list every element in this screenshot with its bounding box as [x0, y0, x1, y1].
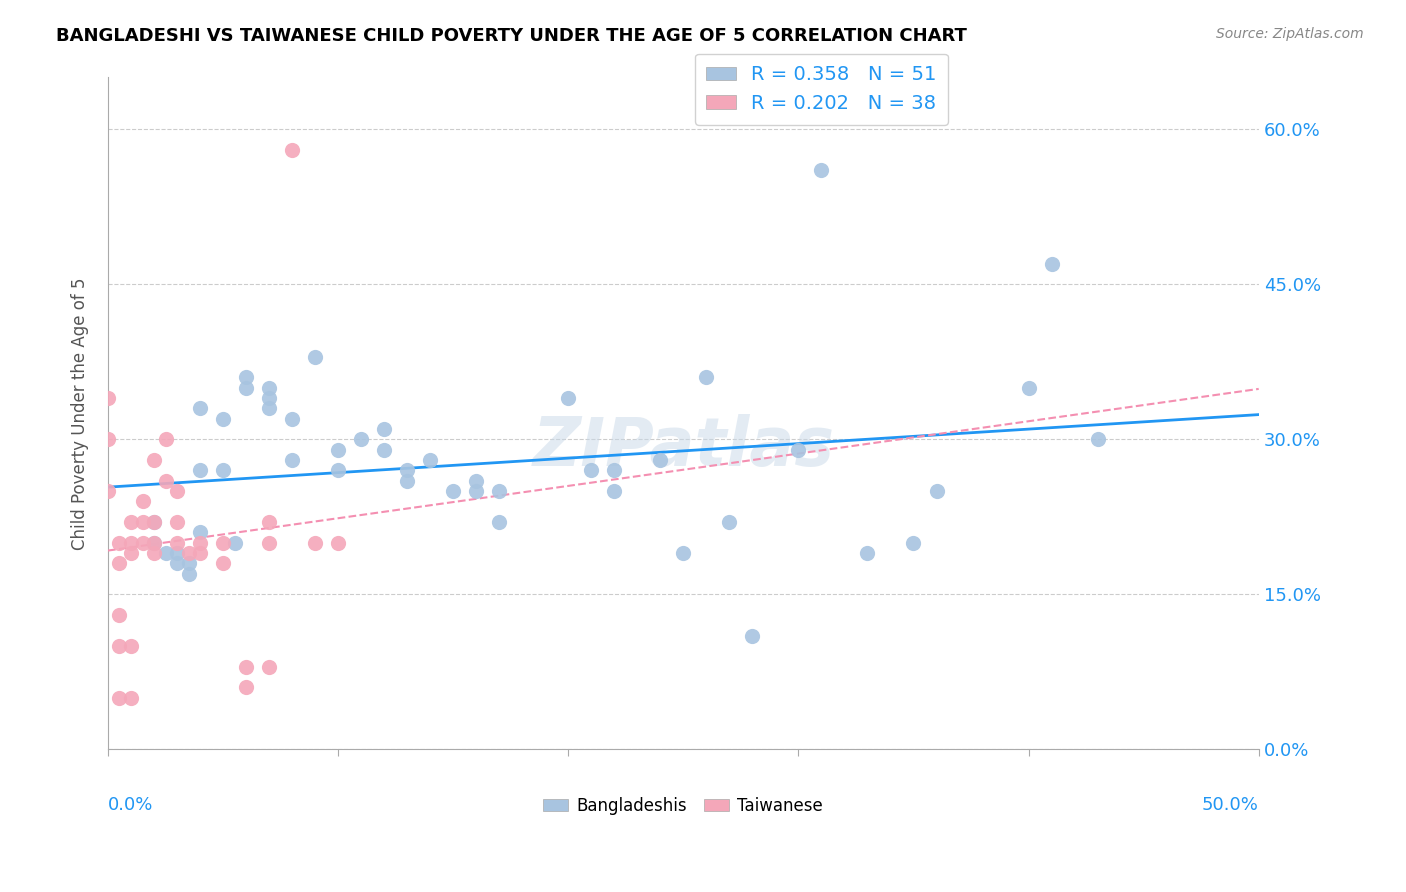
Point — [257, 401, 280, 416]
Point — [177, 546, 200, 560]
Y-axis label: Child Poverty Under the Age of 5: Child Poverty Under the Age of 5 — [72, 277, 89, 549]
Point — [143, 515, 166, 529]
Point — [120, 690, 142, 705]
Point — [281, 143, 304, 157]
Point — [281, 453, 304, 467]
Point — [350, 432, 373, 446]
Point — [143, 453, 166, 467]
Point — [810, 163, 832, 178]
Point — [465, 483, 488, 498]
Point — [131, 494, 153, 508]
Point — [695, 370, 717, 384]
Point — [212, 535, 235, 549]
Point — [166, 483, 188, 498]
Point — [281, 411, 304, 425]
Point — [120, 515, 142, 529]
Text: Source: ZipAtlas.com: Source: ZipAtlas.com — [1216, 27, 1364, 41]
Point — [188, 525, 211, 540]
Point — [97, 391, 120, 405]
Point — [177, 557, 200, 571]
Point — [672, 546, 695, 560]
Point — [120, 546, 142, 560]
Point — [235, 380, 257, 394]
Point — [166, 515, 188, 529]
Point — [155, 432, 177, 446]
Point — [235, 370, 257, 384]
Point — [257, 535, 280, 549]
Point — [1040, 256, 1063, 270]
Point — [97, 483, 120, 498]
Point — [903, 535, 925, 549]
Point — [235, 681, 257, 695]
Point — [787, 442, 810, 457]
Point — [212, 411, 235, 425]
Point — [396, 463, 419, 477]
Point — [465, 474, 488, 488]
Point — [257, 391, 280, 405]
Point — [108, 535, 131, 549]
Point — [108, 557, 131, 571]
Point — [188, 546, 211, 560]
Point — [188, 463, 211, 477]
Point — [650, 453, 672, 467]
Text: 0.0%: 0.0% — [108, 797, 153, 814]
Point — [143, 546, 166, 560]
Point — [131, 535, 153, 549]
Point — [441, 483, 464, 498]
Point — [396, 474, 419, 488]
Point — [718, 515, 741, 529]
Point — [488, 515, 510, 529]
Point — [155, 546, 177, 560]
Point — [373, 442, 395, 457]
Legend: Bangladeshis, Taiwanese: Bangladeshis, Taiwanese — [537, 790, 830, 822]
Point — [155, 474, 177, 488]
Point — [257, 380, 280, 394]
Point — [326, 463, 349, 477]
Point — [488, 483, 510, 498]
Point — [143, 535, 166, 549]
Point — [188, 535, 211, 549]
Point — [166, 546, 188, 560]
Point — [108, 607, 131, 622]
Point — [143, 535, 166, 549]
Text: 50.0%: 50.0% — [1202, 797, 1258, 814]
Point — [120, 535, 142, 549]
Point — [212, 463, 235, 477]
Point — [741, 629, 763, 643]
Point — [166, 535, 188, 549]
Point — [603, 463, 626, 477]
Point — [856, 546, 879, 560]
Point — [326, 535, 349, 549]
Point — [224, 535, 246, 549]
Point — [188, 401, 211, 416]
Text: BANGLADESHI VS TAIWANESE CHILD POVERTY UNDER THE AGE OF 5 CORRELATION CHART: BANGLADESHI VS TAIWANESE CHILD POVERTY U… — [56, 27, 967, 45]
Point — [177, 566, 200, 581]
Point — [166, 557, 188, 571]
Point — [557, 391, 579, 405]
Text: ZIPatlas: ZIPatlas — [533, 414, 834, 480]
Point — [131, 515, 153, 529]
Point — [581, 463, 603, 477]
Point — [304, 350, 326, 364]
Point — [212, 557, 235, 571]
Point — [373, 422, 395, 436]
Point — [257, 659, 280, 673]
Point — [1018, 380, 1040, 394]
Point — [304, 535, 326, 549]
Point — [108, 639, 131, 653]
Point — [143, 515, 166, 529]
Point — [120, 639, 142, 653]
Point — [925, 483, 948, 498]
Point — [326, 442, 349, 457]
Point — [603, 483, 626, 498]
Point — [235, 659, 257, 673]
Point — [257, 515, 280, 529]
Point — [108, 690, 131, 705]
Point — [1087, 432, 1109, 446]
Point — [97, 432, 120, 446]
Point — [419, 453, 441, 467]
